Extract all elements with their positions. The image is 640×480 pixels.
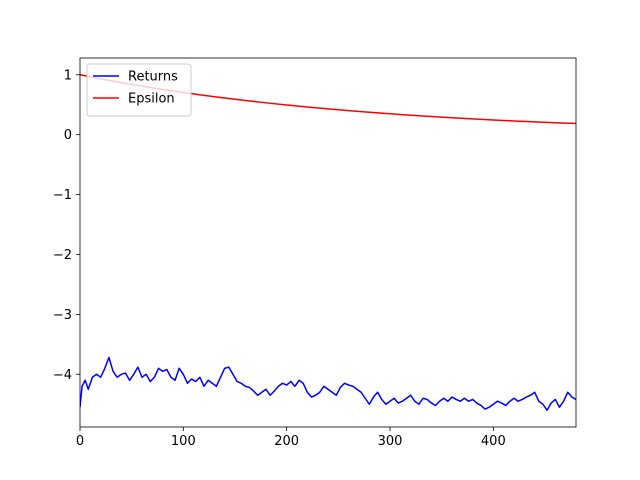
x-tick-label: 400 — [481, 434, 506, 449]
axes-frame — [79, 57, 577, 428]
x-tick-label: 200 — [274, 434, 299, 449]
series-line-returns — [80, 356, 576, 411]
y-tick-label: −4 — [53, 368, 72, 383]
axes-layer: 0 100 200 300 400 1 0 −1 −2 −3 −4 — [53, 57, 577, 449]
x-tick-label: 300 — [378, 434, 403, 449]
y-tick-label: −2 — [53, 248, 72, 263]
legend-label-returns: Returns — [128, 70, 178, 85]
x-tick-label: 0 — [76, 434, 84, 449]
legend: Returns Epsilon — [86, 63, 192, 117]
legend-label-epsilon: Epsilon — [128, 92, 175, 107]
x-tick-label: 100 — [171, 434, 196, 449]
y-tick-label: 1 — [64, 68, 72, 83]
y-tick-label: −1 — [53, 188, 72, 203]
y-tick-label: 0 — [64, 128, 72, 143]
legend-box — [86, 63, 192, 117]
y-tick-label: −3 — [53, 308, 72, 323]
